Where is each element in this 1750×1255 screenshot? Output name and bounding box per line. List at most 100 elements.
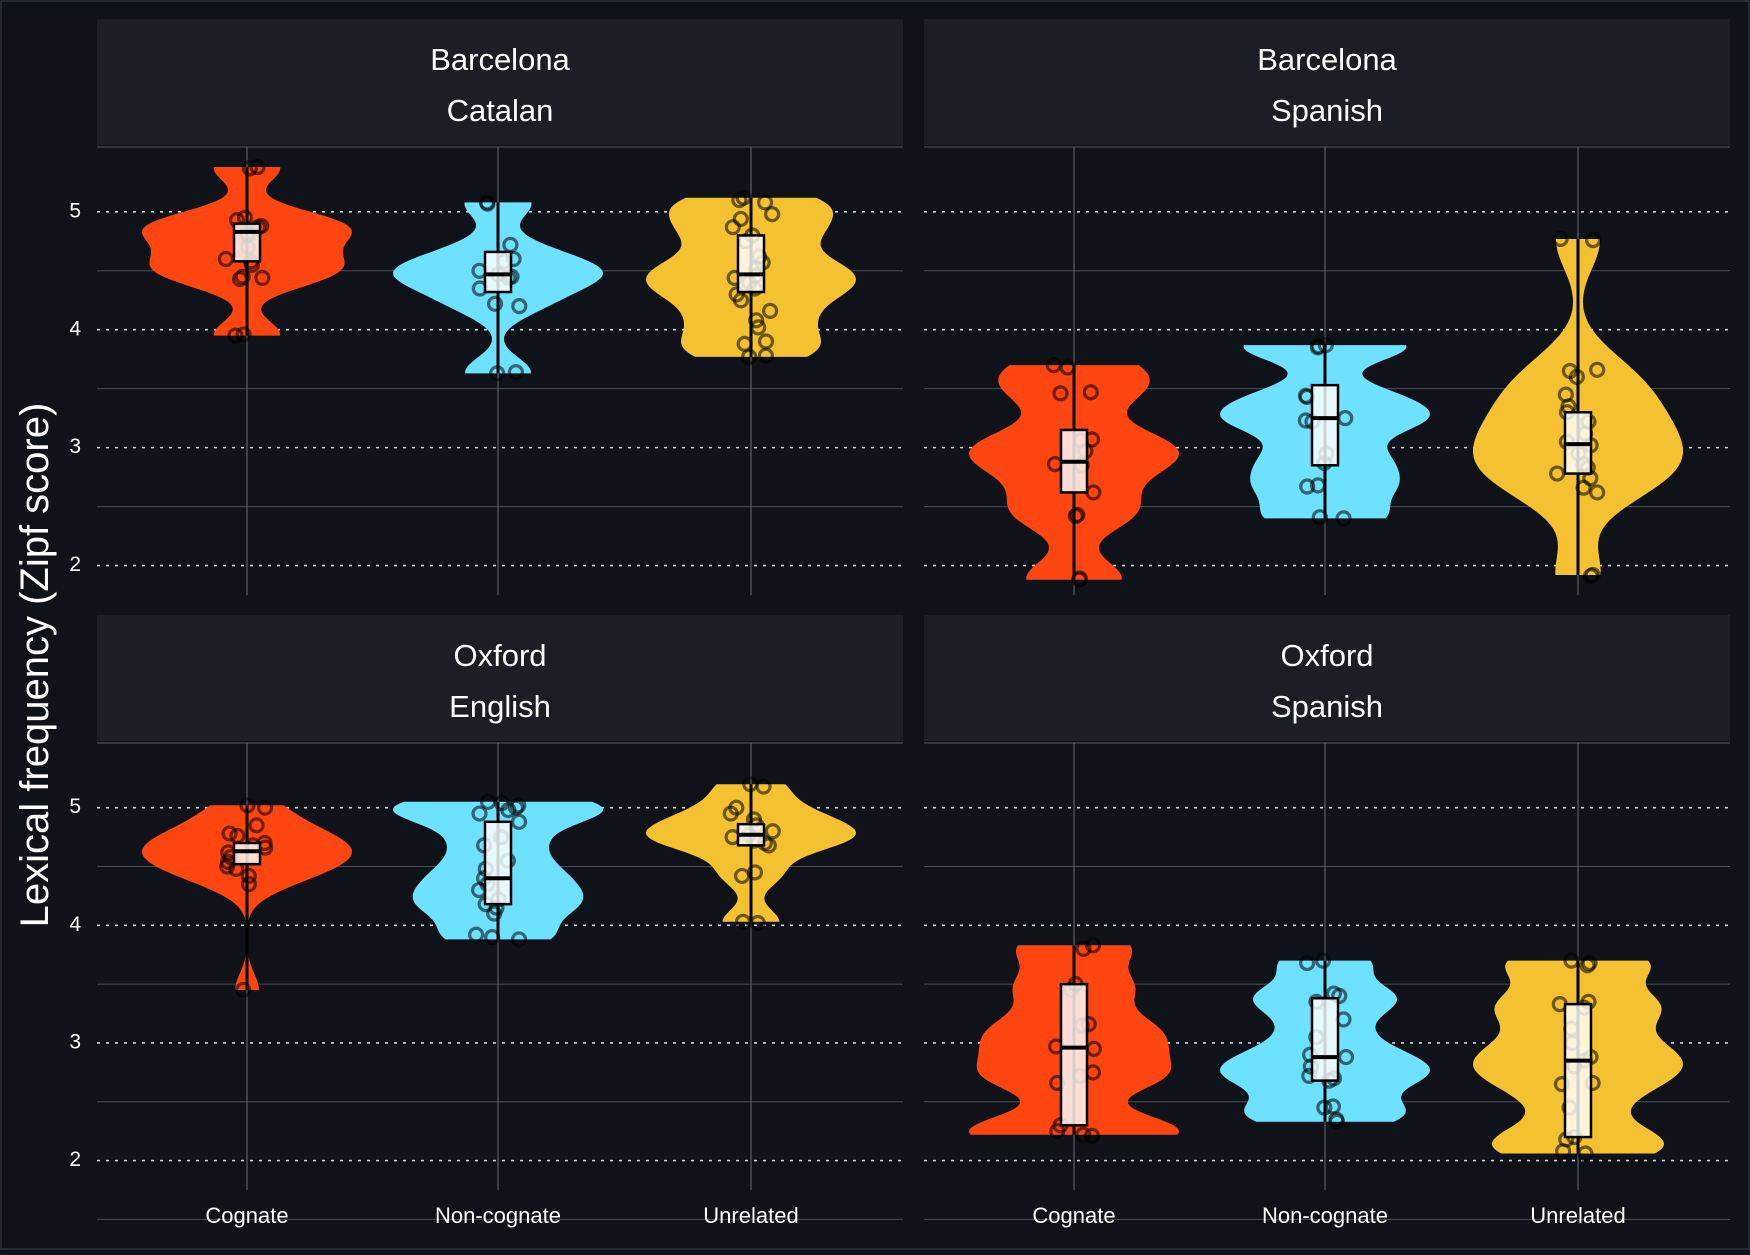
data-point [1568,368,1585,385]
data-point [749,914,766,932]
data-point [1584,232,1602,249]
data-point [468,926,485,943]
data-point [1577,1145,1594,1162]
data-point [1314,952,1332,969]
data-point [734,913,752,930]
box-iqr [483,820,513,906]
data-point [1316,1099,1333,1116]
data-point [1317,336,1334,354]
data-point [254,269,271,286]
data-point [724,219,741,236]
data-point [507,799,525,816]
data-point [1575,479,1592,496]
facet-location-label: Barcelona [1257,42,1397,77]
data-point [748,312,765,329]
data-point [1299,954,1316,972]
x-tick-label: Unrelated [1530,1203,1625,1228]
box-iqr [1310,383,1340,467]
data-point [1082,384,1099,401]
data-point [510,813,528,830]
data-point [500,801,517,819]
box-iqr [1563,1002,1593,1139]
data-point [732,292,750,309]
facet-language-label: Spanish [1271,689,1383,724]
violin-group [969,357,1179,588]
data-point [1552,230,1569,248]
data-point [1311,509,1328,526]
data-point [227,327,244,344]
data-point [507,364,525,381]
data-point [239,797,256,814]
violin-group [646,776,856,932]
data-point [741,348,758,365]
data-point [1549,465,1566,482]
data-point [1579,957,1596,974]
data-point [1075,1126,1092,1143]
violin-group [646,189,856,365]
data-point [1589,361,1606,378]
violin-group [1220,952,1430,1130]
data-point [757,347,775,364]
box-iqr [232,841,262,866]
data-point [489,365,506,382]
facet-location-label: Oxford [453,638,546,673]
box-iqr [1059,982,1089,1127]
x-tick-label: Cognate [1032,1203,1115,1228]
data-point [510,931,528,948]
data-point [1049,1123,1066,1140]
facet-location-label: Oxford [1280,638,1373,673]
facet-panels: BarcelonaCatalan2345BarcelonaSpanishOxfo… [69,19,1730,1228]
data-point [235,326,252,343]
data-point [1071,571,1088,588]
data-point [221,825,238,842]
data-point [1555,1143,1572,1160]
data-point [750,319,767,336]
facet-panel: Oxford Spanish Cognate Non-cognate Unrelated [924,615,1730,1228]
y-tick-label: 2 [69,1148,81,1171]
y-axis-label: Lexical frequency (Zipf score) [13,403,57,928]
x-tick-label: Unrelated [703,1203,798,1228]
y-tick-label: 5 [69,795,81,818]
violin-group [393,194,603,382]
y-tick-label: 4 [69,913,81,936]
x-tick-label: Non-cognate [435,1203,561,1228]
data-point [484,928,501,946]
data-point [1335,510,1352,527]
data-point [240,867,257,885]
data-point [1563,952,1580,969]
data-point [1582,568,1600,585]
data-point [219,858,236,875]
data-point [1084,937,1102,954]
data-point [1337,1048,1355,1066]
data-point [762,302,779,319]
data-point [241,160,258,177]
y-tick-label: 3 [69,435,81,458]
data-point [755,778,772,795]
facet-strip [924,19,1730,145]
violin-group [1473,952,1683,1162]
data-point [722,805,739,822]
data-point [1059,359,1076,376]
data-point [471,805,488,822]
violin-group [393,793,603,948]
box-iqr [483,250,513,294]
facet-location-label: Barcelona [430,42,570,77]
box-iqr [1310,997,1340,1082]
y-tick-label: 2 [69,553,81,576]
data-point [756,194,774,211]
data-point [1075,940,1092,957]
facet-strip [924,615,1730,741]
y-tick-label: 4 [69,317,81,340]
y-tick-label: 5 [69,199,81,222]
violin-group [1220,336,1430,527]
data-point [732,210,749,228]
violin-group [1473,230,1683,585]
data-point [1331,987,1348,1005]
y-tick-label: 3 [69,1031,81,1054]
violin-group [142,158,352,344]
data-point [217,250,234,268]
data-point [257,799,274,816]
facet-panel: Barcelona Spanish [924,19,1730,625]
data-point [764,823,781,840]
